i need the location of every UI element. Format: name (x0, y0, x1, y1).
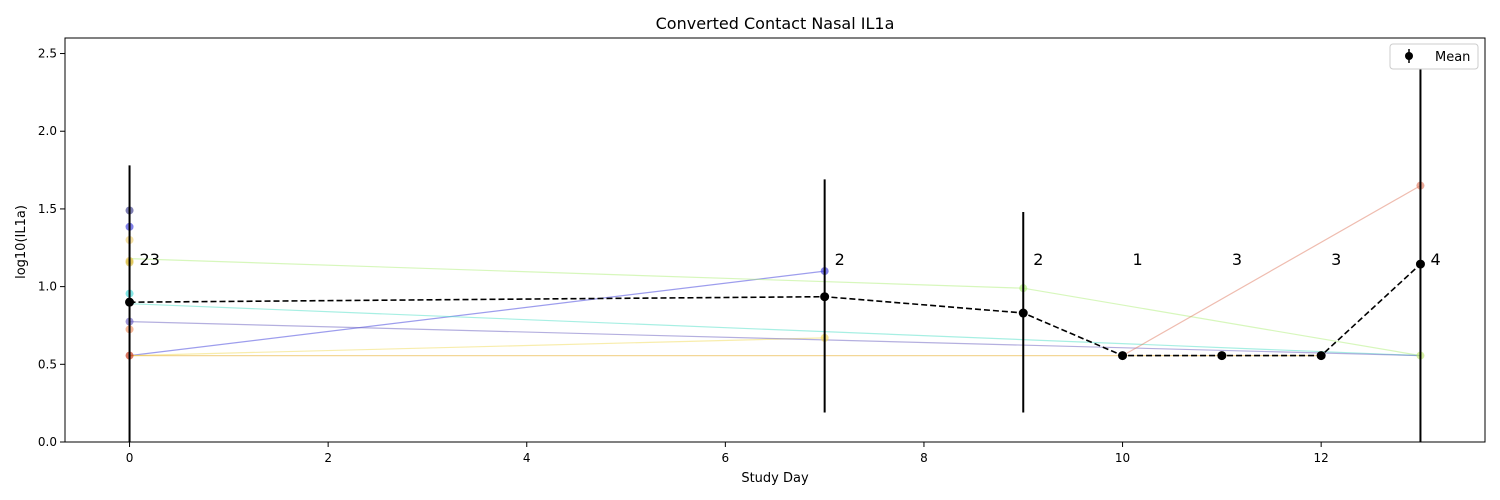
y-tick-label-4: 2.0 (38, 124, 57, 138)
y-tick-label-0: 0.0 (38, 435, 57, 449)
x-tick-label-3: 6 (722, 451, 730, 465)
legend-marker-icon (1405, 52, 1413, 60)
mean-point-6 (1415, 259, 1425, 269)
mean-point-4 (1217, 351, 1227, 361)
mean-point-5 (1316, 351, 1326, 361)
y-tick-label-5: 2.5 (38, 47, 57, 61)
count-label-layer: 23 2 2 1 3 3 4 (140, 250, 1441, 269)
count-label-1: 2 (835, 250, 845, 269)
legend: Mean (1389, 43, 1479, 70)
x-axis-label: Study Day (741, 471, 809, 486)
count-label-0: 23 (140, 250, 160, 269)
subject-line-2 (129, 258, 1024, 289)
subject-line-5 (129, 321, 1421, 357)
subject-line-1 (129, 337, 825, 357)
y-axis-label: log10(IL1a) (14, 205, 29, 279)
x-tick-label-0: 0 (126, 451, 134, 465)
y-tick-label-1: 0.5 (38, 357, 57, 371)
subject-line-4 (129, 303, 1421, 357)
x-tick-label-4: 8 (920, 451, 928, 465)
count-label-2: 2 (1033, 250, 1043, 269)
axes-layer: 0 2 4 6 8 10 120.00.51.01.52.02.5 (38, 37, 1486, 465)
count-label-3: 1 (1133, 250, 1143, 269)
y-tick-label-2: 1.0 (38, 280, 57, 294)
legend-box (1389, 43, 1479, 70)
x-tick-label-2: 4 (523, 451, 531, 465)
x-tick-label-5: 10 (1115, 451, 1130, 465)
mean-point-0 (125, 297, 135, 307)
count-label-5: 3 (1331, 250, 1341, 269)
subject-line-6 (1122, 185, 1421, 357)
plot-frame (64, 37, 1486, 443)
mean-layer (125, 259, 1425, 361)
subject-line-0 (129, 270, 825, 357)
x-tick-label-1: 2 (324, 451, 332, 465)
mean-point-1 (820, 292, 830, 302)
mean-point-3 (1118, 351, 1128, 361)
count-label-6: 4 (1430, 250, 1440, 269)
count-label-4: 3 (1232, 250, 1242, 269)
mean-point-2 (1018, 308, 1028, 318)
subject-line-3 (1023, 287, 1421, 357)
legend-entry-mean: Mean (1435, 50, 1470, 65)
x-tick-label-6: 12 (1314, 451, 1329, 465)
series-layer (125, 181, 1425, 360)
y-tick-label-3: 1.5 (38, 202, 57, 216)
chart-title: Converted Contact Nasal IL1a (656, 14, 895, 33)
